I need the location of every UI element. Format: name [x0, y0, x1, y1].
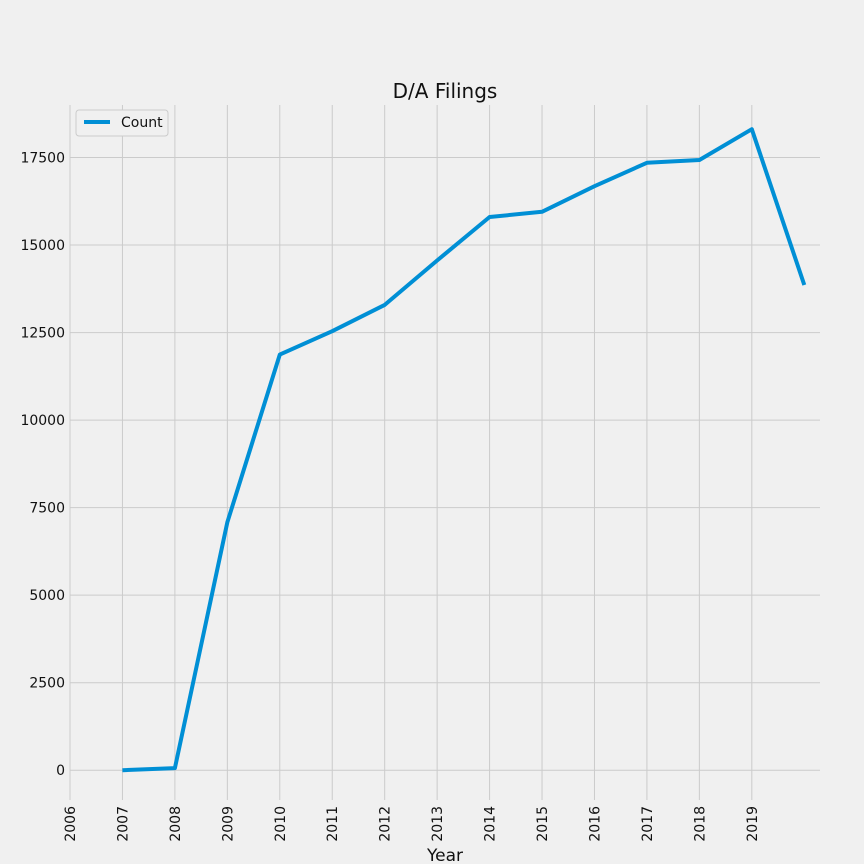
x-tick-label: 2015 [535, 806, 551, 842]
x-tick-labels: 2006 2007 2008 2009 2010 2011 2012 2013 2014 2015… [63, 806, 761, 842]
x-tick-label: 2017 [640, 806, 656, 842]
legend: Count [75, 109, 169, 137]
legend-box [75, 109, 169, 137]
x-tick-label: 2006 [63, 806, 79, 842]
x-tick-label: 2012 [378, 806, 394, 842]
y-tick-label: 5000 [29, 588, 65, 604]
x-tick-label: 2010 [273, 806, 289, 842]
y-grid [70, 157, 820, 771]
x-axis-label: Year [426, 846, 463, 864]
series-layer [122, 127, 807, 773]
y-tick-label: 15000 [20, 238, 65, 254]
x-tick-label: 2011 [325, 806, 341, 842]
y-tick-label: 2500 [29, 676, 65, 692]
x-grid [69, 105, 753, 800]
x-tick-label: 2014 [483, 806, 499, 842]
y-tick-label: 10000 [20, 413, 65, 429]
x-tick-label: 2009 [220, 806, 236, 842]
x-tick-label: 2007 [115, 806, 131, 842]
legend-label-count: Count [121, 115, 163, 131]
y-tick-label: 7500 [29, 501, 65, 517]
series-line-count [122, 127, 807, 773]
x-tick-label: 2016 [587, 806, 603, 842]
x-tick-label: 2013 [430, 806, 446, 842]
y-tick-label: 12500 [20, 326, 65, 342]
chart-title: D/A Filings [393, 79, 498, 103]
y-tick-labels: 0 2500 5000 7500 10000 12500 15000 17500 [20, 151, 65, 780]
y-tick-label: 0 [56, 763, 65, 779]
y-tick-label: 17500 [20, 151, 65, 167]
x-tick-label: 2008 [168, 806, 184, 842]
x-tick-label: 2019 [745, 806, 761, 842]
x-tick-label: 2018 [692, 806, 708, 842]
